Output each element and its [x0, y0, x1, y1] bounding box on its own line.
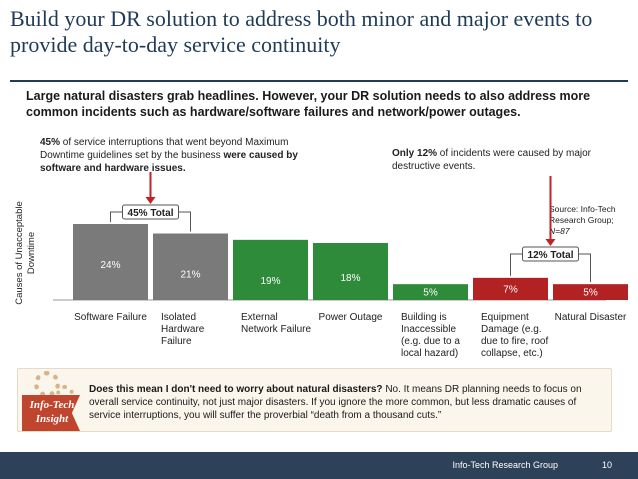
category-tick-label: local hazard): [401, 348, 458, 359]
bar: [313, 243, 388, 300]
gear-icon: [34, 371, 60, 397]
bar-value-label: 21%: [180, 270, 200, 281]
source-label: Source: Info-Tech Research Group;: [549, 204, 616, 225]
bar: [73, 224, 148, 300]
category-tick-label: Equipment: [481, 312, 529, 323]
total-label-box: [522, 246, 579, 262]
insight-text: Does this mean I don't need to worry abo…: [89, 383, 601, 422]
bar-value-label: 18%: [340, 273, 360, 284]
category-tick-label: Natural Disaster: [555, 312, 627, 323]
bar: [473, 277, 548, 300]
total-label-box: [122, 204, 179, 220]
bar-chart: 24% Software Failure 21% IsolatedHardwareFa…: [53, 172, 628, 359]
category-tick-label: Failure: [161, 336, 192, 347]
slide-title: Build your DR solution to address both m…: [10, 6, 593, 57]
category-tick-label: Isolated: [161, 312, 196, 323]
bar-value-label: 5%: [583, 288, 598, 299]
slide-subtitle: Large natural disasters grab headlines. …: [26, 89, 591, 119]
callout-arrowhead: [145, 197, 156, 204]
category-tick-label: External: [241, 312, 278, 323]
bar: [553, 284, 628, 300]
insight-answer: No. It means DR planning needs to focus …: [89, 384, 582, 421]
source-n: N=87: [549, 226, 570, 236]
bar: [153, 233, 228, 300]
insight-badge-line1: Info-Tech: [29, 399, 75, 411]
callout-right-text: of incidents were caused by major destru…: [392, 148, 591, 172]
footer-org: Info-Tech Research Group: [452, 460, 558, 470]
callout-left-pct: 45%: [40, 137, 61, 148]
insight-badge: Info-Tech Insight: [22, 371, 92, 443]
insight-question: Does this mean I don't need to worry abo…: [89, 384, 383, 395]
callout-arrowhead: [545, 239, 556, 246]
total-label: 45% Total: [128, 208, 174, 219]
category-tick-label: Network Failure: [241, 324, 311, 335]
callout-right-bold: Only 12%: [392, 148, 438, 159]
bar-value-label: 7%: [503, 284, 518, 295]
callout-right: Only 12% of incidents were caused by maj…: [392, 147, 612, 173]
bar: [393, 284, 468, 300]
bar: [233, 239, 308, 300]
bar-value-label: 5%: [423, 288, 438, 299]
bar-value-label: 24%: [100, 260, 120, 271]
category-tick-label: Damage (e.g.: [481, 324, 542, 335]
insight-box: Info-Tech Insight Does this mean I don't…: [17, 368, 612, 432]
bar-value-label: 19%: [260, 276, 280, 287]
category-tick-label: Hardware: [161, 324, 205, 335]
category-tick-label: due to fire, roof: [481, 336, 548, 347]
total-label: 12% Total: [528, 250, 574, 261]
category-tick-label: Inaccessible: [401, 324, 456, 335]
insight-flag: [22, 395, 80, 431]
category-tick-label: Software Failure: [74, 312, 147, 323]
footer-bar: Info-Tech Research Group 10: [0, 452, 638, 479]
callout-left-text: of service interruptions that went beyon…: [40, 137, 289, 161]
callout-left-bold: were caused by software and hardware iss…: [40, 150, 298, 174]
insight-badge-line2: Insight: [35, 413, 69, 425]
callout-left: 45% of service interruptions that went b…: [40, 136, 300, 175]
source-note: Source: Info-Tech Research Group; N=87: [549, 204, 629, 237]
category-tick-label: Building is: [401, 312, 447, 323]
category-tick-label: Power Outage: [319, 312, 383, 323]
title-divider: [10, 80, 628, 82]
category-tick-label: collapse, etc.): [481, 348, 543, 359]
page-number: 10: [601, 460, 612, 470]
category-tick-label: (e.g. due to a: [401, 336, 460, 347]
